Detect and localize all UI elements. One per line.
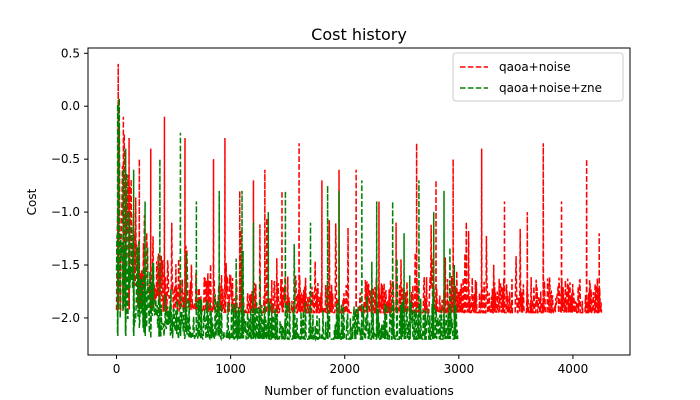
x-axis-label: Number of function evaluations bbox=[264, 384, 454, 398]
plot-frame bbox=[87, 47, 631, 356]
x-tick-label: 2000 bbox=[329, 362, 360, 376]
legend-label-qaoa-noise-zne: qaoa+noise+zne bbox=[499, 81, 602, 95]
legend: qaoa+noise qaoa+noise+zne bbox=[452, 52, 624, 102]
y-tick-label: −1.0 bbox=[51, 205, 80, 219]
legend-label-qaoa-noise: qaoa+noise bbox=[499, 60, 571, 74]
legend-box bbox=[452, 52, 624, 102]
y-tick-label: −2.0 bbox=[51, 311, 80, 325]
series-line-qaoa-noise-zne bbox=[115, 98, 459, 342]
y-tick-label: −1.5 bbox=[51, 258, 80, 272]
x-axis-ticks: 0 1000 2000 3000 4000 bbox=[113, 355, 589, 376]
plot-area bbox=[87, 47, 631, 356]
y-axis-label: Cost bbox=[25, 188, 39, 215]
x-tick-label: 3000 bbox=[444, 362, 475, 376]
y-axis-ticks: 0.5 0.0 −0.5 −1.0 −1.5 −2.0 bbox=[51, 46, 88, 325]
x-tick-label: 1000 bbox=[215, 362, 246, 376]
series-line-qaoa-noise bbox=[115, 63, 603, 316]
series-layer bbox=[115, 63, 603, 342]
chart-title: Cost history bbox=[311, 25, 407, 44]
y-tick-label: 0.0 bbox=[61, 99, 80, 113]
x-tick-label: 4000 bbox=[558, 362, 589, 376]
x-tick-label: 0 bbox=[113, 362, 121, 376]
y-tick-label: −0.5 bbox=[51, 152, 80, 166]
y-tick-label: 0.5 bbox=[61, 46, 80, 60]
